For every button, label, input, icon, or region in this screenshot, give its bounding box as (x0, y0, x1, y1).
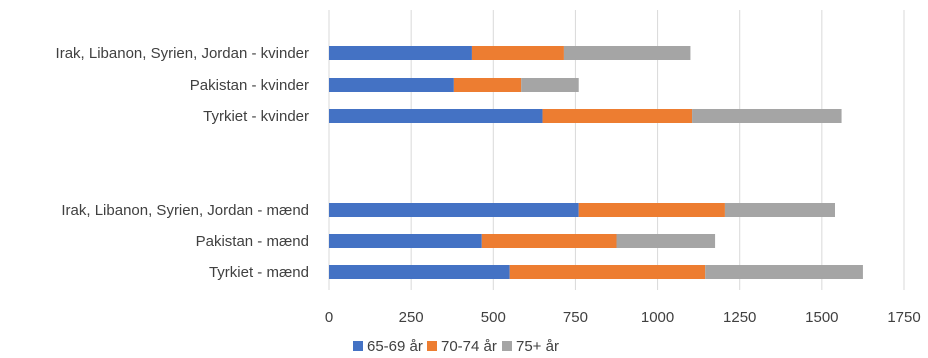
legend-label: 70-74 år (441, 338, 497, 355)
legend: 65-69 år 70-74 år 75+ år (353, 338, 559, 355)
legend-swatch (353, 341, 363, 351)
bar-segment (509, 265, 706, 279)
x-tick-label: 500 (481, 309, 506, 326)
bar-segment (329, 78, 454, 92)
legend-swatch (427, 341, 437, 351)
bars (329, 46, 863, 279)
bar-segment (724, 203, 835, 217)
category-label: Irak, Libanon, Syrien, Jordan - kvinder (56, 45, 309, 62)
x-tick-label: 750 (563, 309, 588, 326)
bar-segment (329, 46, 472, 60)
category-label: Irak, Libanon, Syrien, Jordan - mænd (61, 202, 309, 219)
bar-segment (563, 46, 691, 60)
bar-segment (616, 234, 716, 248)
bar-segment (542, 109, 693, 123)
x-axis-tick-labels: 0 250 500 750 1000 1250 1500 1750 (325, 309, 921, 326)
bar-segment (329, 109, 543, 123)
category-label: Pakistan - kvinder (190, 77, 309, 94)
bar-segment (578, 203, 725, 217)
x-tick-label: 1750 (887, 309, 920, 326)
x-tick-label: 1500 (805, 309, 838, 326)
bar-segment (521, 78, 579, 92)
x-tick-label: 0 (325, 309, 333, 326)
x-tick-label: 1000 (641, 309, 674, 326)
legend-swatch (502, 341, 512, 351)
bar-segment (481, 234, 617, 248)
bar-segment (453, 78, 522, 92)
bar-segment (471, 46, 564, 60)
x-tick-label: 1250 (723, 309, 756, 326)
bar-segment (705, 265, 863, 279)
bar-segment (692, 109, 842, 123)
bar-segment (329, 265, 510, 279)
bar-segment (329, 203, 579, 217)
legend-label: 65-69 år (367, 338, 423, 355)
category-labels: Irak, Libanon, Syrien, Jordan - kvinder P… (56, 45, 309, 281)
category-label: Pakistan - mænd (196, 233, 309, 250)
category-label: Tyrkiet - mænd (209, 264, 309, 281)
legend-label: 75+ år (516, 338, 559, 355)
category-label: Tyrkiet - kvinder (203, 108, 309, 125)
x-tick-label: 250 (399, 309, 424, 326)
bar-segment (329, 234, 482, 248)
